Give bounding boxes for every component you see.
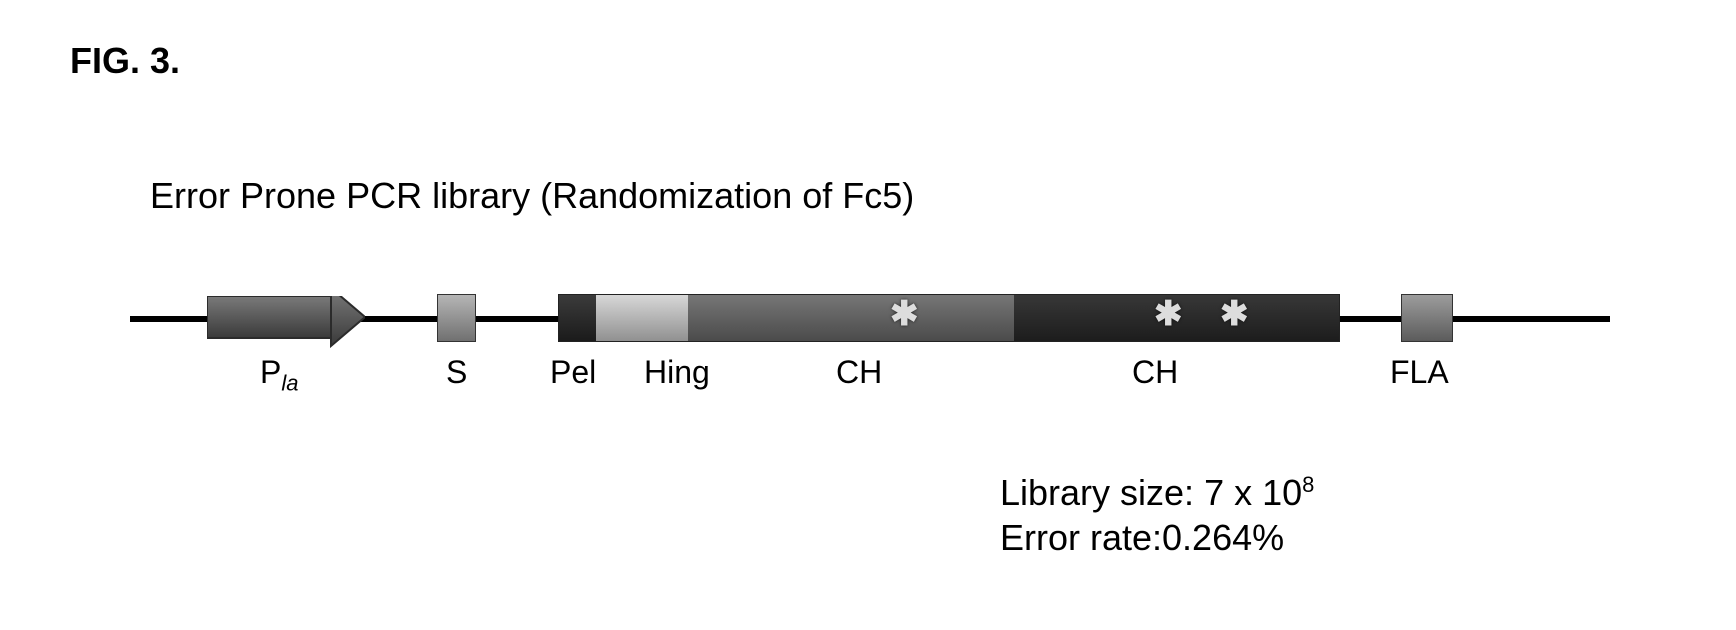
mutation-mark-1: ✱ <box>1154 294 1183 334</box>
baseline-segment <box>130 316 207 322</box>
label-s: S <box>446 354 467 391</box>
s-block <box>437 294 476 347</box>
error-rate: Error rate:0.264% <box>1000 515 1314 560</box>
library-size: Library size: 7 x 108 <box>1000 470 1314 515</box>
label-flag: FLA <box>1390 354 1449 391</box>
label-fc-3: CH <box>1132 354 1178 391</box>
promoter-arrow <box>207 296 365 363</box>
label-fc-1: Hing <box>644 354 710 391</box>
baseline-segment <box>1340 316 1401 322</box>
stats-block: Library size: 7 x 108 Error rate:0.264% <box>1000 470 1314 560</box>
baseline-segment <box>361 316 437 322</box>
mutation-mark-2: ✱ <box>1220 294 1249 334</box>
label-promoter: Pla <box>260 354 298 396</box>
flag-block <box>1401 294 1453 347</box>
label-fc-2: CH <box>836 354 882 391</box>
baseline-segment <box>476 316 558 322</box>
diagram-subtitle: Error Prone PCR library (Randomization o… <box>150 175 914 217</box>
mutation-mark-0: ✱ <box>890 294 919 334</box>
figure-title: FIG. 3. <box>70 40 180 82</box>
label-fc-0: Pel <box>550 354 596 391</box>
library-size-exp: 8 <box>1302 472 1314 497</box>
gene-construct-diagram: Pla S Pel Hing CH CH FLA ✱ ✱ ✱ <box>130 290 1610 410</box>
library-size-text: Library size: 7 x 10 <box>1000 472 1302 513</box>
baseline-segment <box>1453 316 1610 322</box>
